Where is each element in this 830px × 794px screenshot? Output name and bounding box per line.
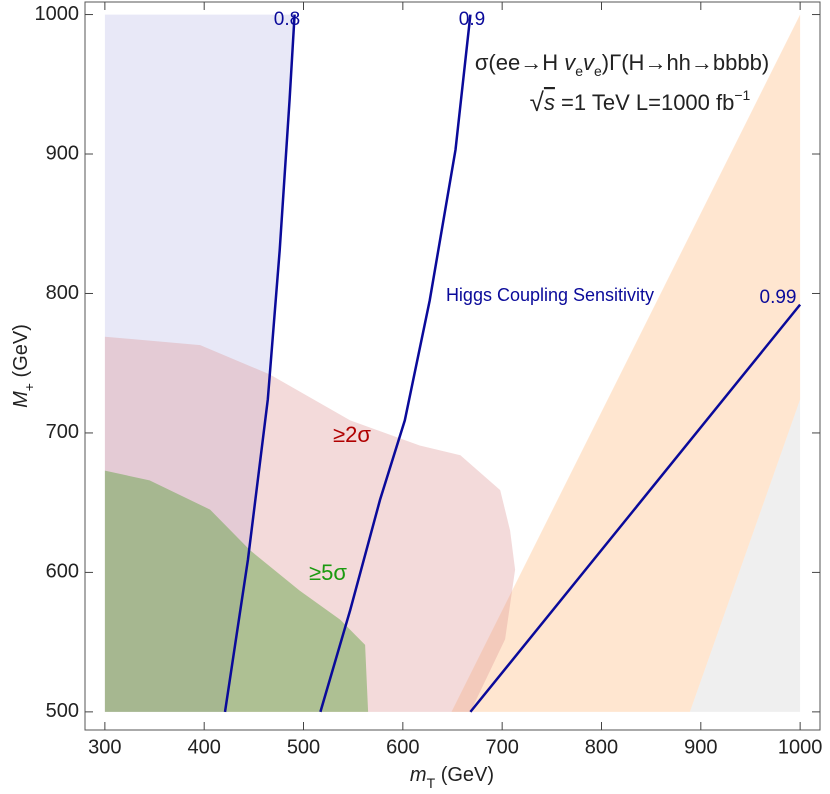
contour-label: 0.9 <box>459 9 485 30</box>
y-tick-label: 900 <box>46 142 79 164</box>
x-tick-label: 500 <box>287 736 320 758</box>
x-axis-label: mT (GeV) <box>410 764 494 790</box>
region <box>689 399 801 712</box>
energy-label-part: s <box>544 90 555 115</box>
x-tick-label: 700 <box>485 736 518 758</box>
x-tick-label: 900 <box>684 736 717 758</box>
x-tick-label: 1000 <box>778 736 823 758</box>
process-label-part: σ(ee→H <box>475 50 564 75</box>
contour-line <box>319 14 472 713</box>
annotation: Higgs Coupling Sensitivity <box>446 285 654 305</box>
contour-line <box>223 14 296 713</box>
process-label-part: v <box>564 50 577 75</box>
region-label: ≥5σ <box>309 560 347 585</box>
energy-label: √s =1 TeV L=1000 fb−1 <box>530 87 751 117</box>
contour-label: 0.99 <box>760 287 797 308</box>
y-axis-label-part: M <box>10 391 32 408</box>
x-axis-label-part: T <box>427 775 436 791</box>
region <box>104 470 369 712</box>
y-tick-label: 1000 <box>35 3 80 25</box>
process-label-part: v <box>583 50 596 75</box>
y-tick-label: 600 <box>46 561 79 583</box>
contour-line <box>469 303 802 713</box>
x-tick-label: 800 <box>585 736 618 758</box>
y-tick-label: 800 <box>46 282 79 304</box>
process-label-part: e <box>594 63 602 79</box>
y-axis-label: M+ (GeV) <box>10 324 36 408</box>
plot-frame <box>84 1 821 731</box>
energy-label-part: =1 TeV L=1000 fb <box>555 90 734 115</box>
x-axis-label-part: (GeV) <box>435 764 494 786</box>
energy-label-part: −1 <box>734 87 750 103</box>
region <box>104 14 295 712</box>
y-tick-label: 700 <box>46 421 79 443</box>
y-tick-label: 500 <box>46 700 79 722</box>
x-tick-label: 600 <box>386 736 419 758</box>
process-label-part: e <box>575 63 583 79</box>
y-axis-label-part: + <box>21 383 37 391</box>
x-tick-label: 400 <box>188 736 221 758</box>
x-tick-label: 300 <box>88 736 121 758</box>
region <box>104 336 516 712</box>
region <box>451 14 801 712</box>
contour-label: 0.8 <box>274 9 300 30</box>
y-axis-label-part: (GeV) <box>10 324 32 383</box>
energy-label-part: √ <box>530 87 545 117</box>
process-label-part: )Γ(H→hh→bbbb) <box>602 50 769 75</box>
process-label: σ(ee→H veve)Γ(H→hh→bbbb) <box>475 50 769 79</box>
region-label: ≥2σ <box>333 422 371 447</box>
x-axis-label-part: m <box>410 764 427 786</box>
